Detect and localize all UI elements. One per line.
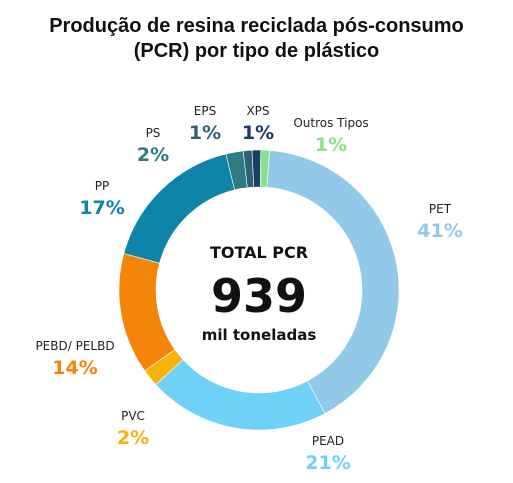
slice-percent-label: 17% — [79, 197, 124, 219]
slice-name-label: Outros Tipos — [293, 116, 368, 130]
slice-labels: PET 41% PEAD 21% PVC 2% PEBD/ PELBD 14% PP 17% PS 2… — [35, 104, 462, 474]
slice-name-label: PEBD/ PELBD — [35, 339, 114, 353]
slice-percent-label: 2% — [137, 144, 169, 166]
chart-title: Produção de resina reciclada pós-consumo… — [0, 14, 513, 64]
chart-title-line-1: Produção de resina reciclada pós-consumo — [49, 15, 464, 37]
slice-percent-label: 1% — [242, 122, 274, 144]
slice-percent-label: 2% — [117, 427, 149, 449]
slice-name-label: PP — [95, 179, 109, 193]
center-total-unit: mil toneladas — [202, 326, 317, 344]
slice-name-label: PET — [429, 202, 452, 216]
slice-name-label: PVC — [121, 409, 145, 423]
donut-slices — [118, 149, 400, 431]
center-total-value: 939 — [211, 269, 307, 323]
chart-title-line-2: (PCR) por tipo de plástico — [133, 40, 380, 62]
slice-name-label: PS — [146, 126, 161, 140]
slice-percent-label: 41% — [417, 220, 462, 242]
slice-percent-label: 1% — [189, 122, 221, 144]
slice-xps — [251, 149, 262, 188]
slice-outros-tipos — [259, 149, 270, 188]
slice-pebd-pelbd — [118, 253, 176, 372]
slice-percent-label: 1% — [315, 134, 347, 156]
slice-name-label: EPS — [194, 104, 216, 118]
slice-pet — [266, 150, 400, 414]
slice-percent-label: 21% — [305, 452, 350, 474]
center-total-label: TOTAL PCR — [210, 243, 308, 262]
slice-pead — [155, 359, 326, 431]
slice-percent-label: 14% — [52, 357, 97, 379]
slice-name-label: PEAD — [312, 434, 344, 448]
slice-name-label: XPS — [246, 104, 269, 118]
